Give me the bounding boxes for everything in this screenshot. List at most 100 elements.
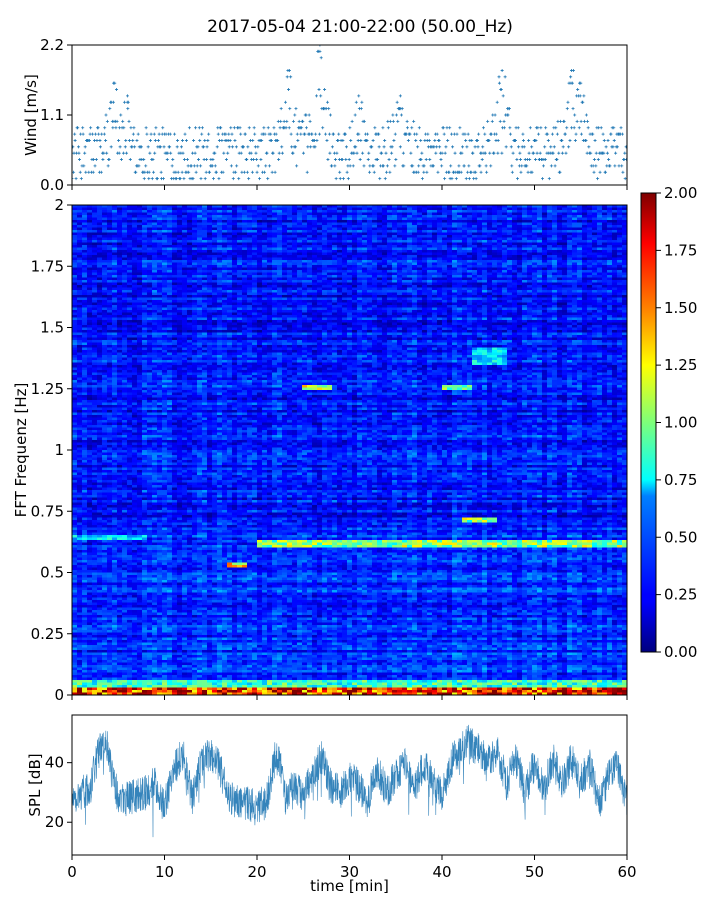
heatmap-cell — [202, 273, 207, 276]
heatmap-cell — [387, 295, 392, 298]
heatmap-cell — [537, 228, 542, 231]
heatmap-cell — [412, 268, 417, 271]
wind-point — [455, 133, 458, 136]
heatmap-cell — [557, 278, 562, 281]
heatmap-cell — [212, 290, 217, 293]
heatmap-cell — [377, 223, 382, 226]
heatmap-cell — [382, 263, 387, 266]
heatmap-cell — [587, 260, 592, 263]
heatmap-cell — [292, 235, 297, 238]
heatmap-cell — [182, 245, 187, 248]
heatmap-cell — [347, 215, 352, 218]
heatmap-cell — [587, 210, 592, 213]
heatmap-cell — [142, 233, 147, 236]
heatmap-cell — [522, 278, 527, 281]
heatmap-cell — [372, 220, 377, 223]
heatmap-cell — [252, 230, 257, 233]
heatmap-cell — [297, 248, 302, 251]
heatmap-cell — [357, 230, 362, 233]
heatmap-cell — [212, 275, 217, 278]
heatmap-cell — [237, 278, 242, 281]
heatmap-cell — [137, 283, 142, 286]
heatmap-cell — [297, 268, 302, 271]
heatmap-cell — [87, 238, 92, 241]
heatmap-cell — [222, 218, 227, 221]
heatmap-cell — [372, 268, 377, 271]
heatmap-cell — [172, 293, 177, 296]
heatmap-cell — [172, 285, 177, 288]
heatmap-cell — [77, 293, 82, 296]
heatmap-cell — [347, 250, 352, 253]
heatmap-cell — [277, 213, 282, 216]
heatmap-cell — [312, 208, 317, 211]
heatmap-cell — [327, 213, 332, 216]
heatmap-cell — [107, 263, 112, 266]
heatmap-cell — [572, 288, 577, 291]
heatmap-cell — [147, 268, 152, 271]
heatmap-cell — [507, 273, 512, 276]
heatmap-cell — [452, 265, 457, 268]
heatmap-cell — [72, 230, 77, 233]
heatmap-cell — [112, 253, 117, 256]
heatmap-cell — [342, 263, 347, 266]
wind-point — [606, 152, 609, 155]
heatmap-cell — [152, 238, 157, 241]
heatmap-cell — [447, 223, 452, 226]
heatmap-cell — [482, 248, 487, 251]
wind-point — [503, 120, 506, 123]
heatmap-cell — [482, 265, 487, 268]
heatmap-cell — [567, 238, 572, 241]
heatmap-cell — [617, 253, 622, 256]
heatmap-cell — [312, 213, 317, 216]
heatmap-cell — [342, 270, 347, 273]
wind-point — [585, 114, 588, 117]
heatmap-cell — [567, 275, 572, 278]
heatmap-cell — [517, 273, 522, 276]
heatmap-cell — [417, 255, 422, 258]
heatmap-cell — [497, 215, 502, 218]
heatmap-cell — [387, 208, 392, 211]
heatmap-cell — [577, 285, 582, 288]
heatmap-cell — [147, 215, 152, 218]
wind-point — [196, 164, 199, 167]
wind-point — [131, 139, 134, 142]
heatmap-cell — [237, 258, 242, 261]
heatmap-cell — [562, 275, 567, 278]
heatmap-cell — [152, 258, 157, 261]
heatmap-cell — [227, 220, 232, 223]
heatmap-cell — [557, 218, 562, 221]
heatmap-cell — [457, 285, 462, 288]
heatmap-cell — [87, 218, 92, 221]
heatmap-cell — [347, 243, 352, 246]
heatmap-cell — [152, 280, 157, 283]
heatmap-cell — [477, 288, 482, 291]
heatmap-cell — [612, 223, 617, 226]
heatmap-cell — [232, 223, 237, 226]
heatmap-cell — [382, 283, 387, 286]
heatmap-cell — [187, 248, 192, 251]
heatmap-cell — [297, 255, 302, 258]
heatmap-cell — [502, 250, 507, 253]
heatmap-cell — [442, 240, 447, 243]
wind-point — [149, 139, 152, 142]
heatmap-cell — [347, 283, 352, 286]
heatmap-cell — [312, 210, 317, 213]
heatmap-cell — [347, 263, 352, 266]
heatmap-cell — [557, 265, 562, 268]
heatmap-cell — [397, 210, 402, 213]
heatmap-cell — [337, 295, 342, 298]
heatmap-cell — [402, 240, 407, 243]
heatmap-cell — [82, 263, 87, 266]
heatmap-cell — [132, 228, 137, 231]
heatmap-cell — [272, 218, 277, 221]
heatmap-cell — [142, 293, 147, 296]
heatmap-cell — [457, 230, 462, 233]
heatmap-cell — [197, 235, 202, 238]
heatmap-cell — [132, 223, 137, 226]
heatmap-cell — [417, 223, 422, 226]
heatmap-cell — [377, 245, 382, 248]
heatmap-cell — [462, 220, 467, 223]
wind-point — [547, 139, 550, 142]
wind-point — [147, 145, 150, 148]
heatmap-cell — [437, 230, 442, 233]
